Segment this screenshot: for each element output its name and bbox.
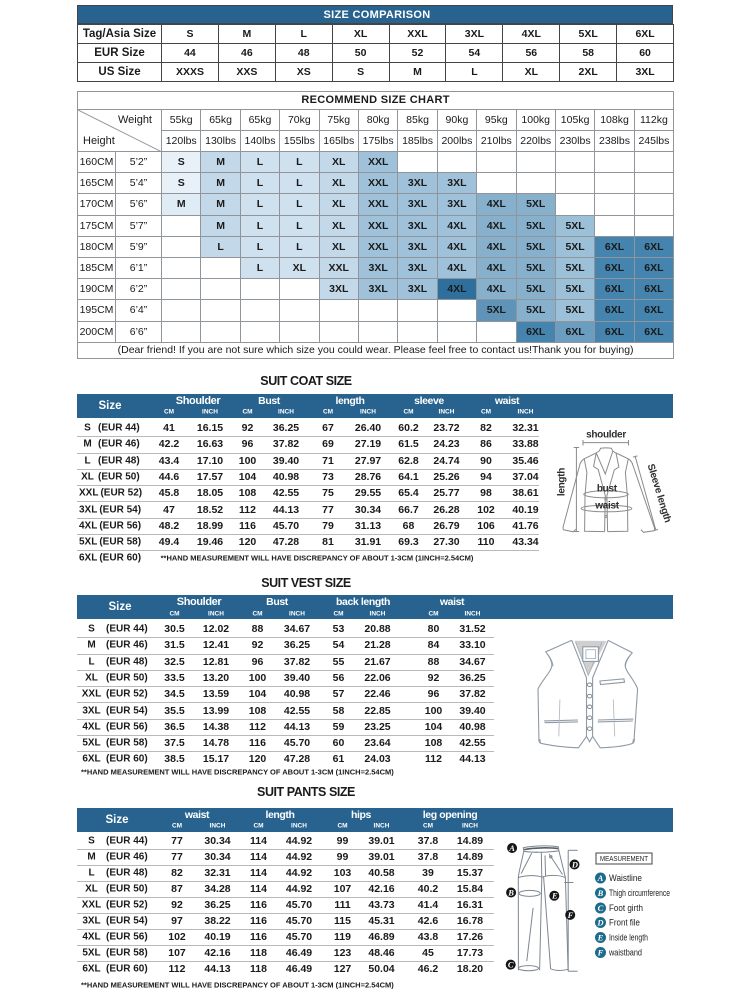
svg-text:Foot girth: Foot girth [609,903,643,913]
svg-text:E: E [551,891,558,901]
svg-text:A: A [597,873,604,883]
svg-text:C: C [508,960,514,970]
svg-text:shoulder: shoulder [586,429,626,440]
svg-text:B: B [507,888,514,898]
svg-text:Waistline: Waistline [609,873,642,883]
svg-text:Sleeve length: Sleeve length [645,463,673,524]
svg-text:Inside length: Inside length [609,933,648,943]
svg-text:length: length [557,468,568,496]
svg-text:A: A [508,843,515,853]
svg-text:MEASUREMENT: MEASUREMENT [600,854,648,863]
svg-text:F: F [597,948,604,958]
svg-text:Thigh circumference: Thigh circumference [609,888,670,898]
svg-text:B: B [597,888,604,898]
svg-text:E: E [597,933,604,943]
svg-text:C: C [598,903,604,913]
svg-text:Front file: Front file [609,918,640,928]
svg-text:D: D [596,918,603,928]
svg-text:waist: waist [594,500,619,511]
svg-text:bust: bust [597,484,618,495]
svg-text:D: D [571,860,578,870]
svg-text:waistband: waistband [608,948,642,958]
svg-text:F: F [567,910,574,920]
